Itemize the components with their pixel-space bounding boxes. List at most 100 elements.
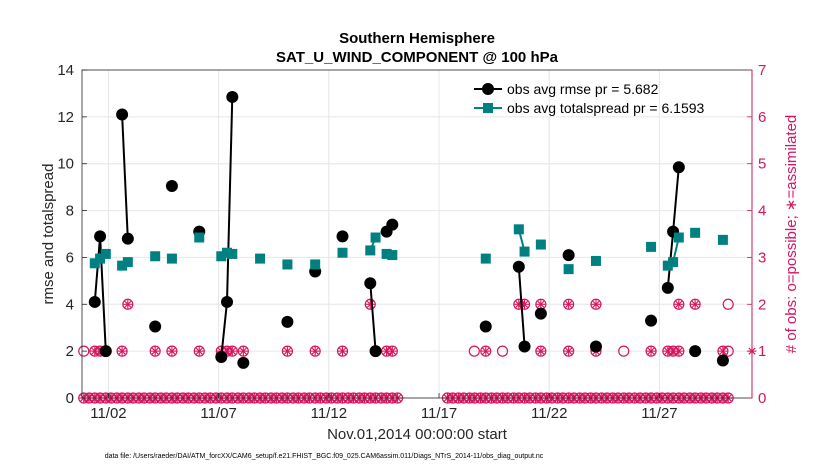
y-tick-label-left: 10 — [57, 156, 74, 173]
rmse-point — [149, 320, 162, 333]
spread-point — [227, 248, 238, 259]
y-tick-label-right: 1 — [758, 343, 766, 360]
x-tick-label: 11/22 — [531, 405, 567, 422]
obs-possible-2 — [518, 298, 531, 310]
x-axis-label: Nov.01,2014 00:00:00 start — [327, 426, 508, 443]
chart-subtitle: SAT_U_WIND_COMPONENT @ 100 hPa — [276, 49, 559, 66]
rmse-point — [369, 345, 382, 358]
obs-assimilated-2 — [123, 299, 133, 309]
spread-point — [535, 239, 546, 250]
spread-point — [717, 234, 728, 245]
rmse-point — [645, 314, 658, 327]
y-tick-label-left: 4 — [66, 296, 74, 313]
rmse-point — [165, 179, 178, 192]
obs-assimilated-1 — [674, 346, 684, 356]
right-y-axis: 0 1 2 3 4 5 6 7 — [747, 62, 766, 407]
spread-point — [282, 259, 293, 270]
obs-possible-1 — [281, 345, 294, 357]
legend-spread-marker — [483, 103, 493, 113]
rmse-point — [386, 218, 399, 231]
obs-possible-1 — [237, 345, 249, 357]
series-line — [369, 283, 377, 352]
obs-possible-only-1 — [496, 345, 509, 357]
star-stroke — [283, 347, 291, 355]
star-stroke — [675, 300, 683, 308]
spread-point — [122, 257, 133, 268]
star-stroke — [669, 347, 677, 355]
series-0 — [88, 90, 729, 369]
spread-point — [222, 247, 233, 258]
rmse-point — [99, 345, 112, 358]
y-tick-label-left: 6 — [66, 249, 74, 266]
spread-point — [513, 224, 524, 235]
obs-possible-only-1 — [722, 345, 734, 357]
y-axis-label-right: # of obs: o=possible; ∗=assimilated — [783, 115, 800, 354]
spread-point — [590, 255, 601, 266]
obs-possible-2 — [673, 298, 685, 310]
obs-assimilated-1 — [668, 346, 678, 356]
star-stroke — [691, 300, 699, 308]
obs-assimilated-1 — [646, 346, 656, 356]
rmse-point — [479, 320, 492, 333]
obs-assimilated-1 — [564, 346, 574, 356]
y-axis-label-left: rmse and totalspread — [40, 164, 57, 305]
star-stroke — [675, 347, 683, 355]
spread-point — [89, 258, 100, 269]
spread-point — [166, 253, 177, 264]
left-y-axis: 0 2 4 6 8 10 12 14 — [57, 62, 87, 407]
spread-point — [150, 251, 161, 262]
y-tick-label-right: 3 — [758, 249, 766, 266]
obs-assimilated-1 — [167, 346, 177, 356]
series-1 — [89, 224, 728, 275]
spread-point — [480, 253, 491, 264]
obs-possible-1 — [645, 345, 657, 357]
star-stroke — [537, 300, 545, 308]
rmse-point — [116, 108, 129, 121]
star-stroke — [565, 300, 573, 308]
obs-assimilated-1 — [227, 346, 237, 356]
series-line — [121, 114, 129, 239]
obs-possible-1 — [226, 345, 238, 357]
obs-possible-2 — [689, 298, 701, 310]
y-tick-label-right: 6 — [758, 109, 766, 126]
rmse-point — [336, 230, 349, 243]
rmse-point — [518, 340, 531, 353]
rmse-point — [364, 277, 377, 290]
obs-assimilated-2 — [536, 299, 546, 309]
obs-possible-1 — [563, 345, 575, 357]
spread-point — [563, 264, 574, 275]
spread-point — [194, 232, 205, 243]
obs-assimilated-2 — [564, 299, 574, 309]
y-tick-label-left: 0 — [66, 390, 74, 407]
rmse-point — [226, 90, 239, 103]
legend-rmse-marker — [482, 83, 494, 95]
y-tick-label-right: 5 — [758, 156, 766, 173]
obs-assimilated-2 — [591, 299, 601, 309]
spread-point — [519, 246, 530, 257]
rmse-point — [512, 260, 525, 273]
rmse-point — [215, 351, 228, 363]
obs-possible-1 — [309, 345, 321, 357]
y-tick-label-left: 2 — [66, 343, 74, 360]
star-stroke — [118, 347, 126, 355]
obs-assimilated-1 — [387, 346, 397, 356]
obs-assimilated-1 — [150, 346, 160, 356]
obs-possible-2 — [364, 298, 376, 310]
obs-possible-2 — [563, 298, 575, 310]
y-tick-label-right: 2 — [758, 296, 766, 313]
star-stroke — [195, 347, 203, 355]
obs-possible-1 — [386, 345, 398, 357]
x-tick-label: 11/02 — [90, 405, 126, 422]
y-tick-label-left: 14 — [57, 62, 74, 79]
obs-assimilated-2 — [674, 299, 684, 309]
obs-possible-1 — [116, 345, 128, 357]
rmse-point — [237, 356, 250, 369]
star-stroke — [338, 347, 347, 355]
spread-point — [117, 260, 128, 271]
x-tick-label: 11/27 — [641, 405, 677, 422]
spread-point — [255, 253, 266, 264]
rmse-point — [281, 315, 294, 328]
obs-possible-1 — [193, 345, 205, 357]
obs-possible-only-1 — [468, 345, 480, 357]
